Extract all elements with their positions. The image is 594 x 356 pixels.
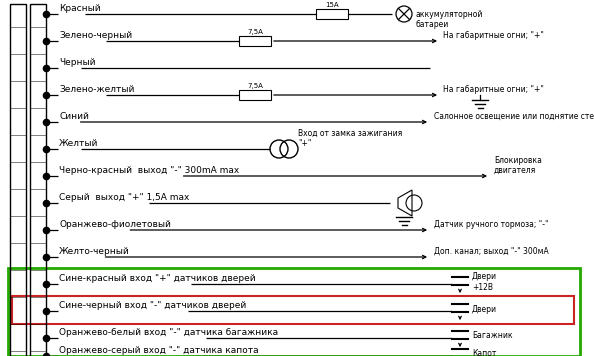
Text: Зелено-желтый: Зелено-желтый bbox=[59, 85, 134, 94]
Text: 7,5A: 7,5A bbox=[247, 83, 263, 89]
Text: Блокировка
двигателя: Блокировка двигателя bbox=[494, 156, 542, 175]
Text: Оранжево-фиолетовый: Оранжево-фиолетовый bbox=[59, 220, 171, 229]
Text: Желто-черный: Желто-черный bbox=[59, 247, 129, 256]
Text: Серый  выход "+" 1,5A max: Серый выход "+" 1,5A max bbox=[59, 193, 189, 202]
Text: Черно-красный  выход "-" 300mA max: Черно-красный выход "-" 300mA max bbox=[59, 166, 239, 175]
Text: Сине-красный вход "+" датчиков дверей: Сине-красный вход "+" датчиков дверей bbox=[59, 274, 255, 283]
Text: На габаритные огни; "+": На габаритные огни; "+" bbox=[443, 85, 544, 94]
Text: Салонное освещение или поднятие стекол; "-" 300мА: Салонное освещение или поднятие стекол; … bbox=[434, 112, 594, 121]
Text: аккумуляторной
батареи: аккумуляторной батареи bbox=[416, 10, 484, 30]
Bar bbox=[12, 296, 574, 324]
Text: На габаритные огни; "+": На габаритные огни; "+" bbox=[443, 31, 544, 40]
Text: Двери: Двери bbox=[472, 304, 497, 314]
Text: Двери
+12В: Двери +12В bbox=[472, 272, 497, 292]
Bar bbox=[239, 90, 271, 100]
Text: Красный: Красный bbox=[59, 4, 100, 13]
Bar bbox=[316, 9, 348, 19]
Text: Багажник: Багажник bbox=[472, 331, 513, 340]
Text: Оранжево-серый вход "-" датчика капота: Оранжево-серый вход "-" датчика капота bbox=[59, 346, 258, 355]
Bar bbox=[8, 268, 580, 356]
Text: Сине-черный вход "-" датчиков дверей: Сине-черный вход "-" датчиков дверей bbox=[59, 301, 247, 310]
Text: Черный: Черный bbox=[59, 58, 96, 67]
Text: Датчик ручного тормоза; "-": Датчик ручного тормоза; "-" bbox=[434, 220, 548, 229]
Text: Синий: Синий bbox=[59, 112, 89, 121]
Text: 7,5A: 7,5A bbox=[247, 29, 263, 35]
Text: Капот: Капот bbox=[472, 350, 497, 356]
Text: Желтый: Желтый bbox=[59, 139, 99, 148]
Bar bbox=[30, 4, 46, 356]
Text: 15A: 15A bbox=[325, 2, 339, 8]
Text: Вход от замка зажигания
"+": Вход от замка зажигания "+" bbox=[298, 129, 402, 148]
Text: Доп. канал; выход "-" 300мА: Доп. канал; выход "-" 300мА bbox=[434, 247, 549, 256]
Bar bbox=[239, 36, 271, 46]
Text: Зелено-черный: Зелено-черный bbox=[59, 31, 132, 40]
Bar bbox=[10, 4, 26, 356]
Text: Оранжево-белый вход "-" датчика багажника: Оранжево-белый вход "-" датчика багажник… bbox=[59, 328, 278, 337]
